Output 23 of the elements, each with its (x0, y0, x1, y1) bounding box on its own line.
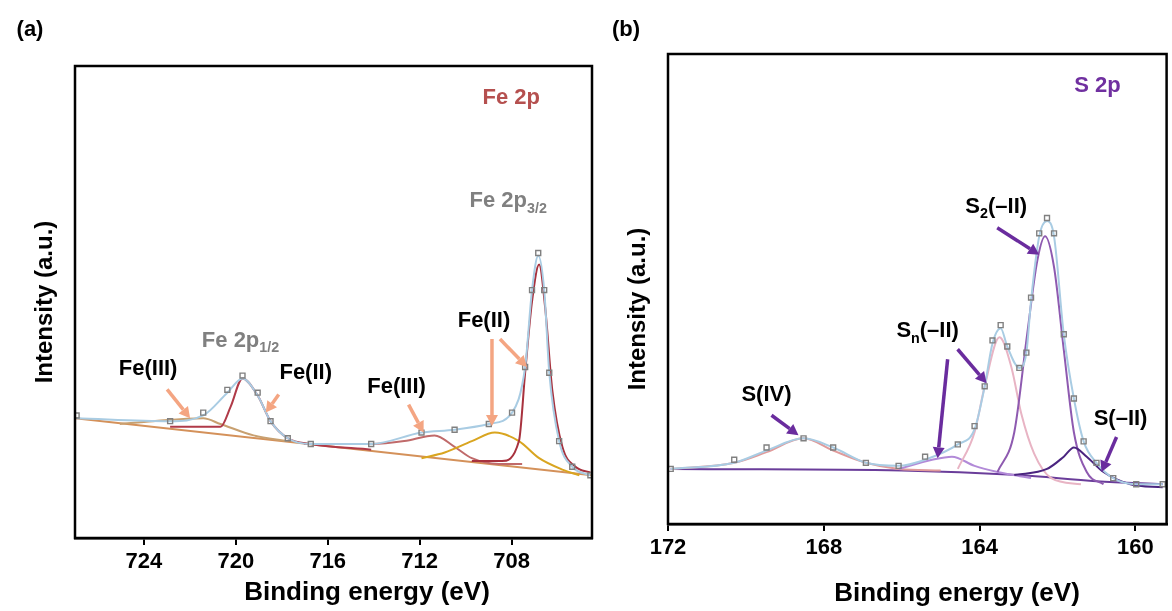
x-tick-label: 720 (217, 548, 255, 574)
annotation: Fe(II) (279, 358, 332, 384)
text: Fe 2p (482, 84, 541, 110)
x-tick-label: 708 (493, 548, 530, 574)
y-axis-title: Intensity (a.u.) (622, 227, 650, 391)
x-tick-label: 716 (309, 548, 347, 574)
x-tick-label: 172 (649, 534, 687, 560)
chart-title: (b) (611, 16, 641, 42)
annotation: Fe(II) (457, 307, 511, 333)
x-tick-label: 724 (125, 548, 164, 574)
x-axis-title: Binding energy (eV) (834, 577, 1080, 608)
annotation: S(IV) (741, 381, 792, 407)
x-tick-label: 164 (961, 534, 999, 560)
y-axis-title: Intensity (a.u.) (29, 220, 57, 384)
text: S 2p (1074, 72, 1121, 98)
annotation: Fe(III) (118, 355, 178, 381)
x-tick-label: 160 (1117, 534, 1154, 560)
annotation: S(–II) (1093, 405, 1148, 431)
x-axis-title: Binding energy (eV) (244, 576, 490, 607)
x-tick-label: 168 (805, 534, 843, 560)
x-tick-label: 712 (401, 548, 439, 574)
chart-title: (a) (16, 16, 44, 42)
annotation: Fe(III) (367, 372, 426, 398)
